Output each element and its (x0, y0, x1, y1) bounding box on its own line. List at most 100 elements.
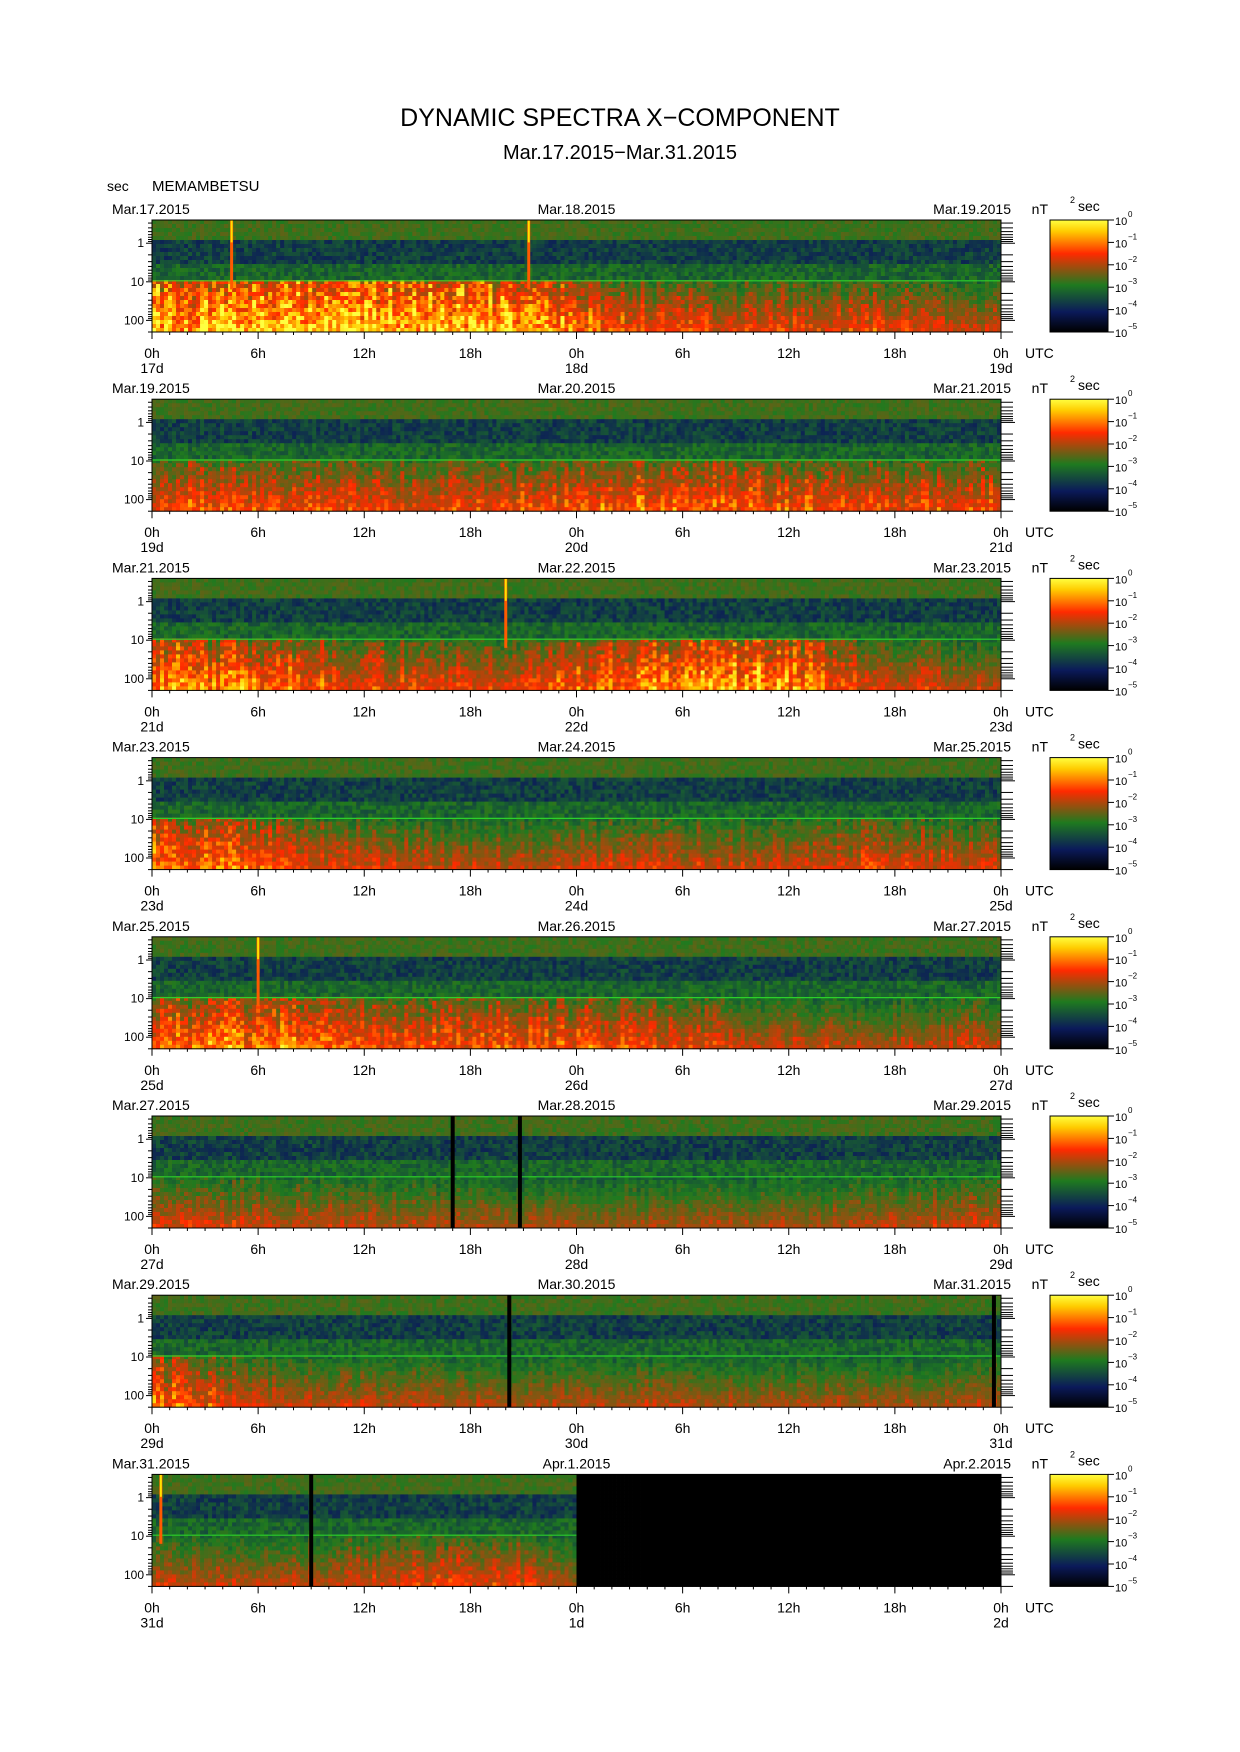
heatmap-cell (332, 320, 336, 324)
heatmap-cell (396, 264, 400, 268)
heatmap-cell (340, 308, 344, 312)
heatmap-cell (344, 260, 348, 264)
heatmap-cell (432, 296, 436, 300)
heatmap-cell (184, 276, 188, 280)
heatmap-cell (396, 256, 400, 260)
heatmap-cell (360, 224, 364, 228)
heatmap-cell (280, 312, 284, 316)
heatmap-cell (396, 260, 400, 264)
heatmap-cell (376, 240, 380, 244)
heatmap-cell (240, 308, 244, 312)
heatmap-cell (344, 252, 348, 256)
heatmap-cell (388, 224, 392, 228)
heatmap-cell (256, 284, 260, 288)
heatmap-cell (208, 320, 212, 324)
heatmap-cell (304, 256, 308, 260)
heatmap-cell (156, 252, 160, 256)
heatmap-cell (300, 276, 304, 280)
heatmap-cell (428, 288, 432, 292)
heatmap-cell (168, 300, 172, 304)
heatmap-cell (204, 300, 208, 304)
heatmap-cell (420, 264, 424, 268)
heatmap-cell (356, 248, 360, 252)
heatmap-cell (336, 316, 340, 320)
heatmap-cell (272, 292, 276, 296)
heatmap-cell (368, 288, 372, 292)
heatmap-cell (392, 316, 396, 320)
heatmap-cell (244, 304, 248, 308)
heatmap-cell (272, 296, 276, 300)
heatmap-cell (260, 264, 264, 268)
heatmap-cell (252, 268, 256, 272)
heatmap-cell (152, 256, 156, 260)
heatmap-cell (200, 288, 204, 292)
heatmap-cell (316, 308, 320, 312)
heatmap-cell (432, 240, 436, 244)
heatmap-cell (444, 264, 448, 268)
heatmap-cell (340, 316, 344, 320)
heatmap-cell (260, 244, 264, 248)
heatmap-cell (408, 312, 412, 316)
heatmap-cell (212, 260, 216, 264)
heatmap-cell (380, 268, 384, 272)
heatmap-cell (244, 324, 248, 328)
heatmap-cell (328, 292, 332, 296)
heatmap-cell (432, 288, 436, 292)
heatmap-cell (172, 284, 176, 288)
heatmap-cell (436, 284, 440, 288)
heatmap-cell (408, 248, 412, 252)
heatmap-cell (296, 316, 300, 320)
heatmap-cell (284, 236, 288, 240)
heatmap-cell (364, 236, 368, 240)
heatmap-cell (276, 240, 280, 244)
heatmap-cell (436, 288, 440, 292)
heatmap-cell (428, 300, 432, 304)
heatmap-cell (156, 232, 160, 236)
heatmap-cell (324, 276, 328, 280)
heatmap-cell (316, 304, 320, 308)
heatmap-cell (264, 324, 268, 328)
heatmap-cell (152, 220, 156, 224)
heatmap-cell (404, 296, 408, 300)
heatmap-cell (164, 264, 168, 268)
heatmap-cell (308, 288, 312, 292)
heatmap-cell (284, 252, 288, 256)
heatmap-cell (272, 272, 276, 276)
heatmap-cell (400, 264, 404, 268)
heatmap-cell (396, 236, 400, 240)
heatmap-cell (436, 228, 440, 232)
heatmap-cell (320, 260, 324, 264)
heatmap-cell (384, 312, 388, 316)
heatmap-cell (444, 284, 448, 288)
heatmap-cell (252, 316, 256, 320)
heatmap-cell (292, 288, 296, 292)
heatmap-cell (300, 240, 304, 244)
heatmap-cell (436, 308, 440, 312)
heatmap-cell (232, 320, 236, 324)
heatmap-cell (360, 272, 364, 276)
heatmap-cell (192, 312, 196, 316)
heatmap-cell (208, 220, 212, 224)
heatmap-cell (336, 276, 340, 280)
heatmap-cell (256, 272, 260, 276)
heatmap-cell (292, 312, 296, 316)
heatmap-cell (244, 288, 248, 292)
heatmap-cell (392, 300, 396, 304)
heatmap-cell (392, 276, 396, 280)
heatmap-cell (308, 312, 312, 316)
heatmap-cell (448, 232, 452, 236)
heatmap-cell (324, 296, 328, 300)
heatmap-cell (168, 256, 172, 260)
heatmap-cell (268, 324, 272, 328)
heatmap-cell (292, 220, 296, 224)
heatmap-cell (364, 312, 368, 316)
heatmap-cell (412, 272, 416, 276)
heatmap-cell (404, 272, 408, 276)
heatmap-cell (184, 248, 188, 252)
heatmap-cell (360, 244, 364, 248)
heatmap-cell (208, 260, 212, 264)
heatmap-cell (200, 316, 204, 320)
heatmap-cell (304, 236, 308, 240)
heatmap-cell (264, 248, 268, 252)
heatmap-cell (404, 224, 408, 228)
